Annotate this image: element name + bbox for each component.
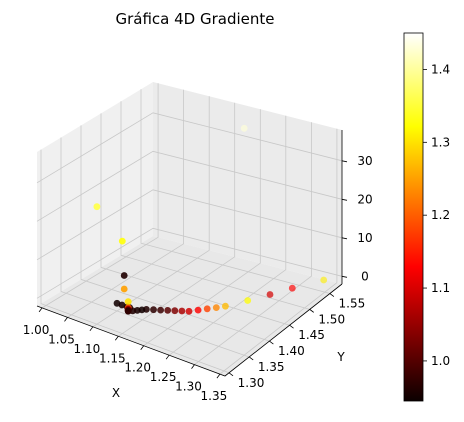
x-tick-label: 1.35 xyxy=(201,389,228,403)
colorbar-tick-label: 1.4 xyxy=(431,62,450,76)
data-point xyxy=(266,291,274,298)
data-point xyxy=(118,237,126,245)
y-gridline xyxy=(120,101,310,310)
data-point xyxy=(118,301,126,309)
x-gridline xyxy=(143,109,261,347)
data-point xyxy=(194,306,202,314)
data-point xyxy=(212,304,220,311)
y-gridline xyxy=(140,89,331,294)
colorbar-tick-label: 1.1 xyxy=(431,281,450,295)
y-tick-mark xyxy=(269,340,274,345)
axes-panes xyxy=(37,82,342,376)
z-tick-mark xyxy=(341,237,348,240)
z-gridline xyxy=(36,112,343,184)
data-point xyxy=(124,298,132,306)
floor-edge xyxy=(36,283,343,377)
data-point xyxy=(124,307,132,315)
x-tick-label: 1.25 xyxy=(150,370,177,384)
y-tick-label: 1.50 xyxy=(318,312,345,326)
data-point xyxy=(93,203,101,211)
y-tick-label: 1.45 xyxy=(298,328,325,342)
x-tick-label: 1.20 xyxy=(124,361,151,375)
colorbar-tick-label: 1.3 xyxy=(431,135,450,149)
y-tick-label: 1.30 xyxy=(238,376,265,390)
colorbar-tick-label: 1.2 xyxy=(431,208,450,222)
x-tick-mark xyxy=(38,307,43,313)
x-tick-mark xyxy=(64,317,68,322)
data-point xyxy=(240,124,248,132)
colorbar: 1.0 1.1 1.2 1.3 1.4 xyxy=(403,32,450,402)
colorbar-ticks: 1.0 1.1 1.2 1.3 1.4 xyxy=(423,62,450,368)
x-tick-mark xyxy=(140,345,145,350)
data-point xyxy=(288,284,296,292)
z-gridline xyxy=(36,227,343,299)
x-tick-mark xyxy=(89,326,94,332)
chart-title: Gráfica 4D Gradiente xyxy=(115,10,274,28)
y-tick-mark xyxy=(289,324,294,329)
data-point xyxy=(164,307,172,314)
x-tick-label: 1.15 xyxy=(99,351,126,365)
x-gridline xyxy=(92,96,210,328)
z-tick-mark xyxy=(341,198,348,201)
data-point xyxy=(171,307,179,315)
data-point xyxy=(185,307,193,315)
z-tick-label: 10 xyxy=(357,231,372,245)
x-gridline xyxy=(194,122,312,365)
z-tick-mark xyxy=(341,275,348,278)
x-tick-label: 1.30 xyxy=(175,380,202,394)
pane-left xyxy=(37,82,153,306)
y-gridline xyxy=(40,149,230,374)
y-gridline xyxy=(60,137,250,358)
x-gridline xyxy=(67,89,185,318)
data-point xyxy=(150,306,157,314)
y-tick-label: 1.35 xyxy=(258,360,285,374)
x-tick-mark xyxy=(216,373,221,379)
x-gridline xyxy=(168,115,287,356)
axes-ticks: 1.001.051.101.151.201.251.301.351.301.35… xyxy=(23,154,373,403)
x-tick-mark xyxy=(191,364,195,369)
colorbar-tick-label: 1.0 xyxy=(431,354,450,368)
z-gridline xyxy=(36,189,343,261)
x-tick-mark xyxy=(165,354,170,360)
z-tick-label: 30 xyxy=(357,154,372,168)
data-point xyxy=(120,272,128,279)
x-gridline xyxy=(219,128,338,375)
data-point xyxy=(203,305,211,313)
data-point xyxy=(157,306,165,314)
x-tick-mark xyxy=(114,336,119,341)
y-tick-mark xyxy=(248,356,254,361)
data-point xyxy=(178,307,186,315)
y-tick-label: 1.55 xyxy=(339,297,366,311)
x-tick-label: 1.00 xyxy=(23,323,50,337)
x-axis-label: X xyxy=(112,386,120,400)
y-tick-label: 1.40 xyxy=(278,344,305,358)
data-point xyxy=(244,297,252,304)
axes-grid xyxy=(36,83,343,375)
data-point xyxy=(222,302,229,310)
data-point xyxy=(320,276,328,284)
y-tick-mark xyxy=(309,309,314,313)
colorbar-frame xyxy=(403,32,424,402)
z-gridline xyxy=(36,150,343,222)
scatter-points xyxy=(93,124,328,315)
y-tick-mark xyxy=(329,293,335,297)
z-tick-label: 20 xyxy=(357,192,372,206)
colorbar-gradient xyxy=(404,33,423,401)
y-tick-mark xyxy=(228,372,234,377)
x-gridline xyxy=(118,102,236,337)
axes-edges xyxy=(36,130,343,377)
y-gridline xyxy=(80,125,270,342)
x-tick-label: 1.10 xyxy=(74,342,101,356)
pane-back xyxy=(153,82,342,284)
y-axis-label: Y xyxy=(336,350,345,364)
x-tick-label: 1.05 xyxy=(48,332,75,346)
z-tick-label: 0 xyxy=(361,269,369,283)
x-gridline xyxy=(41,83,159,309)
z-tick-mark xyxy=(341,160,348,163)
data-point xyxy=(120,285,128,293)
